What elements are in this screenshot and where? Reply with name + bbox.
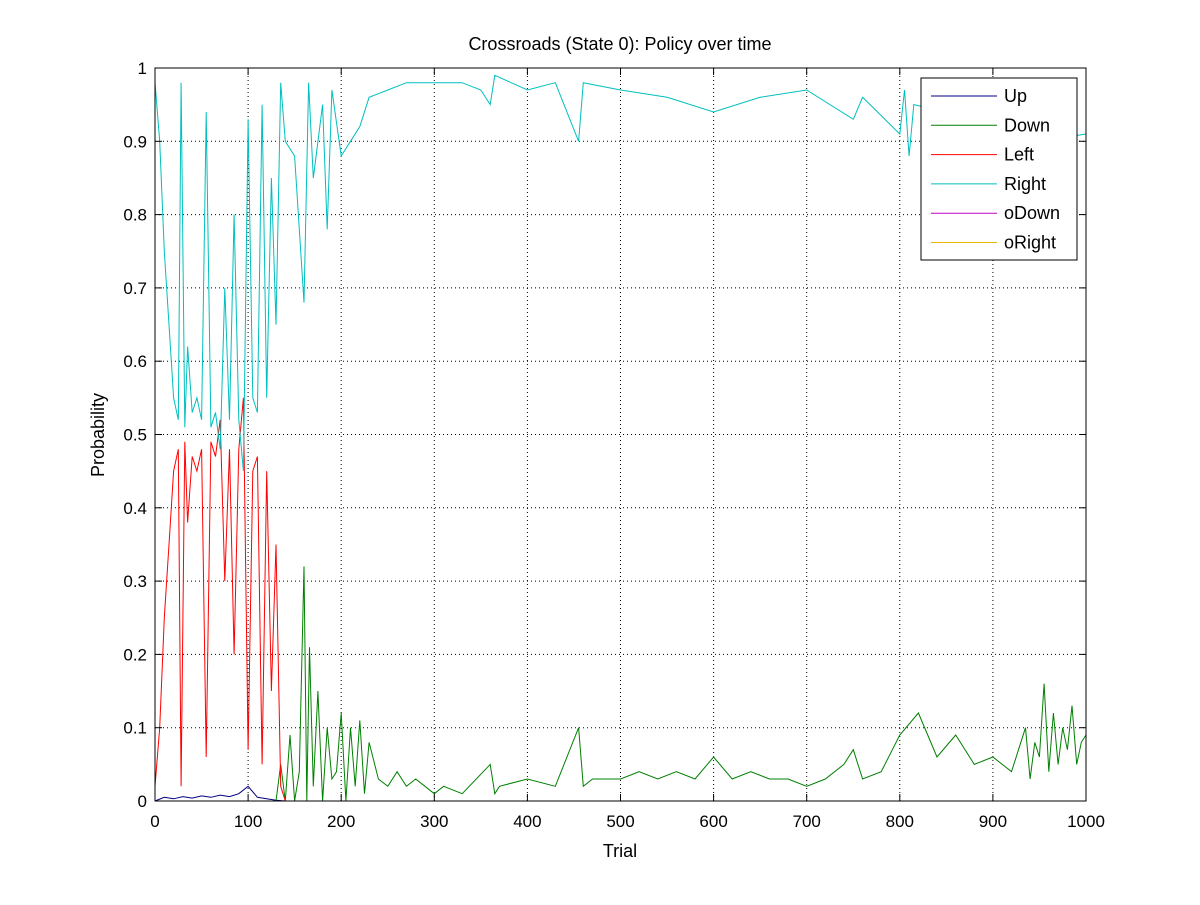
legend-label-up: Up	[1004, 86, 1027, 106]
x-tick-label: 500	[606, 812, 634, 831]
chart-title: Crossroads (State 0): Policy over time	[468, 34, 771, 54]
y-axis-label: Probability	[88, 393, 108, 477]
legend-box	[920, 77, 1078, 261]
series-line-up	[154, 785, 1086, 802]
x-tick-label: 600	[699, 812, 727, 831]
y-tick-label: 0.2	[123, 645, 147, 664]
series-line-down	[155, 566, 1087, 802]
legend-label-left: Left	[1004, 145, 1034, 165]
x-tick-label: 200	[327, 812, 355, 831]
x-tick-label: 300	[420, 812, 448, 831]
x-tick-label: 800	[886, 812, 914, 831]
y-tick-label: 0.3	[123, 572, 147, 591]
y-tick-label: 0.4	[123, 499, 147, 518]
y-tick-label: 0.5	[123, 426, 147, 445]
x-tick-label: 1000	[1067, 812, 1105, 831]
y-tick-label: 0	[138, 792, 147, 811]
x-tick-label: 100	[234, 812, 262, 831]
series-line-right	[154, 74, 1087, 472]
y-tick-label: 0.7	[123, 279, 147, 298]
legend-label-right: Right	[1004, 174, 1046, 194]
y-tick-label: 0.1	[123, 719, 147, 738]
legend-label-odown: oDown	[1004, 203, 1060, 223]
x-tick-label: 0	[150, 812, 159, 831]
y-tick-label: 1	[138, 59, 147, 78]
y-tick-label: 0.8	[123, 206, 147, 225]
x-tick-label: 400	[513, 812, 541, 831]
y-tick-label: 0.6	[123, 352, 147, 371]
series-line-left	[154, 397, 1086, 802]
legend: Up Down Left Right oDown oRight	[920, 77, 1078, 261]
ticks: 0 100 200 300 400 500 600 700 800 900 1000 0 0.1 0.2 0…	[123, 59, 1105, 831]
x-tick-label: 700	[793, 812, 821, 831]
legend-label-oright: oRight	[1004, 233, 1056, 253]
x-tick-label: 900	[979, 812, 1007, 831]
legend-label-down: Down	[1004, 115, 1050, 135]
x-axis-label: Trial	[603, 841, 637, 861]
y-tick-label: 0.9	[123, 132, 147, 151]
